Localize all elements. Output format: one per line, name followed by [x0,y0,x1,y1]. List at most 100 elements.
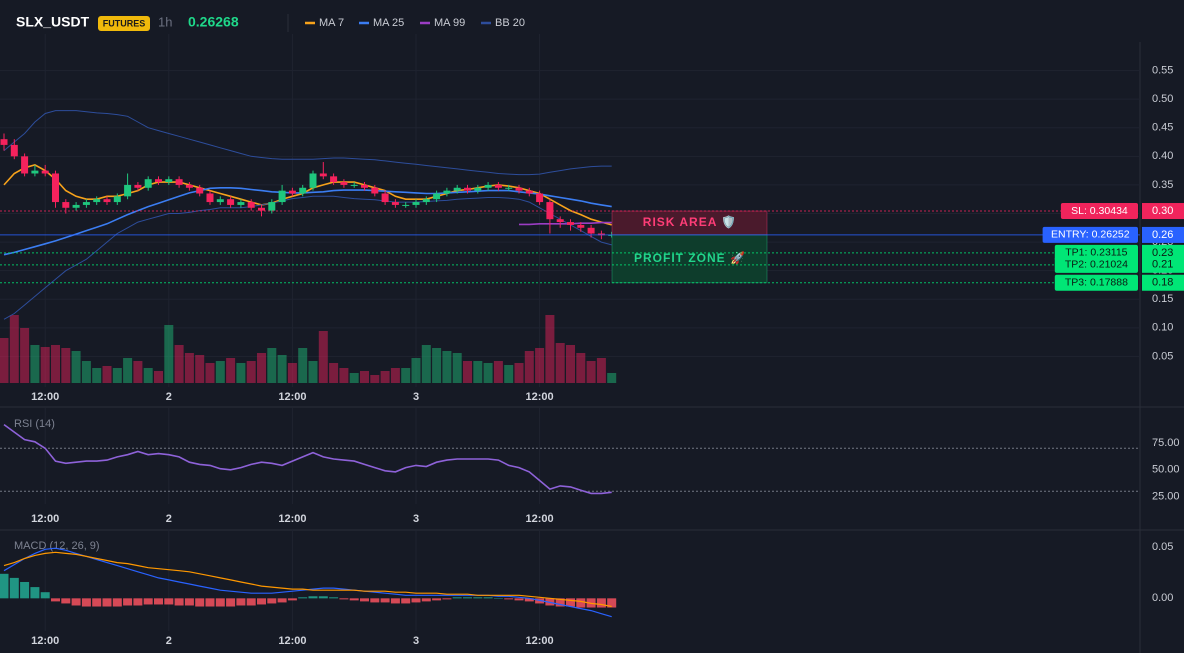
histogram-bar [514,598,524,601]
histogram-bar [81,598,91,607]
y-tick-label: 0.45 [1152,122,1173,134]
candle-body [288,190,296,194]
histogram-bar [0,573,9,599]
histogram-bar [112,598,122,607]
volume-bar [20,328,30,383]
volume-bar [30,345,40,383]
candle-body [93,199,101,203]
candle-body [113,196,121,203]
legend-label: MA 99 [434,17,465,29]
candle-body [371,187,379,194]
histogram-bar [184,598,194,606]
volume-bar [483,363,493,383]
histogram-bar [287,598,297,601]
volume-bar [504,365,514,383]
level-label: TP3: 0.17888 [1065,277,1128,289]
candle-body [0,139,8,145]
candle-body [258,207,265,211]
volume-bar [51,345,60,383]
candle-body [391,202,399,205]
candle-body [31,170,39,174]
axis-label-bg [1142,274,1184,291]
rsi-line [3,423,612,495]
last-price: 0.26268 [188,14,239,30]
x-tick-label: 12:00 [526,513,554,525]
y-tick-label: 0.05 [1152,541,1173,553]
candle-body [494,184,502,188]
volume-bar [112,368,122,383]
histogram-bar [411,598,421,603]
badge-bg [98,16,150,31]
volume-bar [298,348,308,383]
macd-line [3,551,612,608]
histogram-bar [483,597,493,599]
histogram-bar [92,598,102,607]
axis-label: 0.21 [1152,259,1173,271]
histogram-bar [30,587,40,599]
y-tick-label: 0.40 [1152,150,1173,162]
volume-bar [154,371,163,383]
symbol: SLX_USDT [16,14,90,30]
candle-body [525,190,533,194]
y-tick-label: 50.00 [1152,464,1180,476]
volume-bar [390,368,400,383]
y-tick-label: 0.15 [1152,293,1173,305]
histogram-bar [370,598,380,603]
x-tick-label: 12:00 [526,635,554,647]
volume-bar [524,351,534,383]
candle-body [237,202,245,205]
y-tick-label: 0.55 [1152,64,1173,76]
axis-label: 0.23 [1152,247,1173,259]
volume-bar [277,355,287,383]
y-tick-label: 0.10 [1152,322,1173,334]
candle-body [10,144,18,157]
y-tick-label: 75.00 [1152,437,1180,449]
candle-body [155,179,162,183]
histogram-bar [277,598,287,603]
volume-bar [421,345,431,383]
x-tick-label: 2 [166,391,172,403]
volume-bar [607,373,617,383]
volume-bar [401,368,411,383]
histogram-bar [174,598,184,606]
histogram-bar [20,581,30,599]
candle-body [474,187,482,191]
x-tick-label: 12:00 [31,513,59,525]
x-tick-label: 12:00 [278,391,306,403]
volume-bar [267,348,277,383]
histogram-bar [298,597,308,599]
volume-bar [164,325,174,383]
indicator-line [3,164,612,226]
volume-bar [493,361,503,383]
volume-bar [318,331,328,383]
x-tick-label: 2 [166,635,172,647]
x-tick-label: 3 [413,391,419,403]
histogram-bar [360,598,369,602]
volume-bar [0,338,9,383]
histogram-bar [401,598,411,604]
histogram-bar [576,598,586,608]
histogram-bar [236,598,246,606]
volume-bar [195,355,205,383]
volume-bar [184,353,194,383]
candle-body [597,233,605,236]
candle-body [330,176,338,183]
volume-bar [236,363,246,383]
candle-body [484,184,492,188]
candle-body [62,202,70,208]
candle-body [443,190,451,194]
candle-body [350,184,358,186]
axis-label: 0.18 [1152,277,1173,289]
candle-body [402,204,410,206]
histogram-bar [442,598,452,600]
histogram-bar [555,598,565,607]
volume-bar [339,368,349,383]
volume-bar [349,373,359,383]
panel-title: RSI (14) [14,418,55,430]
histogram-bar [339,598,349,600]
level-label-bg [1042,226,1138,243]
x-tick-label: 12:00 [278,513,306,525]
volume-bar [452,353,462,383]
candle-body [278,190,286,203]
axis-label-bg [1142,226,1184,243]
